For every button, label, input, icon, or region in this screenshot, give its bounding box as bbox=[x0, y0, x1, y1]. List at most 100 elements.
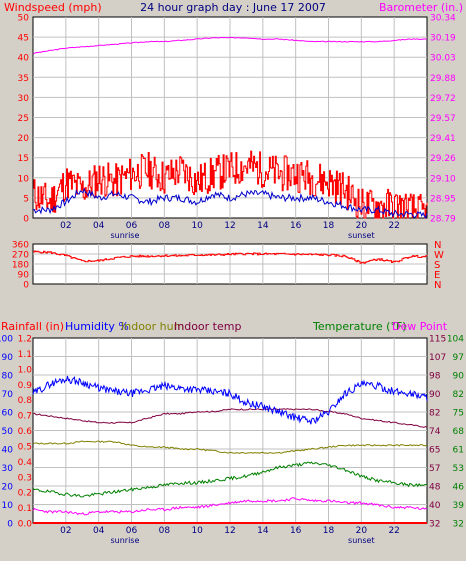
direction-tick-label: 0 bbox=[23, 281, 29, 291]
rainfall-label: Rainfall (in) bbox=[1, 320, 64, 333]
humidity-tick-label: 100 bbox=[0, 335, 13, 345]
dew-point-label: Dew Point bbox=[392, 320, 448, 333]
windspeed-tick-label: 25 bbox=[18, 114, 29, 124]
humidity-line bbox=[32, 375, 428, 425]
humidity-tick-label: 40 bbox=[2, 446, 14, 456]
climate-panel-x-tick-label: 06 bbox=[126, 526, 138, 536]
climate-panel-x-tick-label: 02 bbox=[60, 526, 71, 536]
windspeed-tick-label: 35 bbox=[18, 74, 29, 84]
graph-title: 24 hour graph day : June 17 2007 bbox=[140, 1, 326, 14]
indoor-hum-label: Indoor hum bbox=[121, 320, 184, 333]
windspeed-tick-label: 15 bbox=[18, 154, 29, 164]
rainfall-tick-label: 0.0 bbox=[18, 520, 33, 530]
temperature-tick-label-right: 46 bbox=[453, 483, 465, 493]
temperature-tick-label-right: 104 bbox=[447, 335, 464, 345]
direction-letter: E bbox=[434, 270, 440, 281]
barometer-tick-label: 29.41 bbox=[430, 134, 456, 144]
wind-panel-x-tick-label: 16 bbox=[290, 221, 302, 231]
wind-panel-x-tick-label: 20 bbox=[356, 221, 368, 231]
rainfall-tick-label: 0.4 bbox=[18, 458, 33, 468]
wind-panel-x-tick-label: 14 bbox=[257, 221, 269, 231]
climate-panel-x-tick-label: 10 bbox=[191, 526, 203, 536]
wind-panel-x-tick-label: 02 bbox=[60, 221, 71, 231]
climate-panel-x-tick-label: 22 bbox=[388, 526, 399, 536]
climate-panel-x-tick-label: 18 bbox=[323, 526, 335, 536]
temperature-tick-label-right: 82 bbox=[453, 390, 464, 400]
barometer-tick-label: 29.26 bbox=[430, 154, 456, 164]
windspeed-tick-label: 45 bbox=[18, 34, 29, 44]
temperature-tick-label-left: 107 bbox=[429, 353, 446, 363]
wind-gust-line bbox=[33, 150, 428, 219]
temperature-tick-label-right: 39 bbox=[453, 501, 465, 511]
humidity-tick-label: 30 bbox=[2, 464, 14, 474]
rainfall-tick-label: 0.6 bbox=[18, 427, 33, 437]
climate-panel-x-tick-label: 14 bbox=[257, 526, 269, 536]
wind-panel-x-tick-label: 18 bbox=[323, 221, 335, 231]
wind-panel-x-tick-label: 10 bbox=[191, 221, 203, 231]
rainfall-tick-label: 0.7 bbox=[18, 412, 32, 422]
barometer-tick-label: 28.95 bbox=[430, 194, 456, 204]
windspeed-label: Windspeed (mph) bbox=[4, 1, 102, 14]
humidity-tick-label: 60 bbox=[2, 409, 14, 419]
temperature-tick-label-left: 82 bbox=[429, 409, 440, 419]
humidity-label: Humidity % bbox=[65, 320, 129, 333]
indoor-temp-label: Indoor temp bbox=[174, 320, 241, 333]
barometer-tick-label: 29.10 bbox=[430, 174, 456, 184]
temperature-tick-label-right: 90 bbox=[453, 372, 465, 382]
rainfall-tick-label: 1.2 bbox=[18, 335, 32, 345]
temperature-tick-label-left: 32 bbox=[429, 520, 440, 530]
barometer-label: Barometer (in.) bbox=[379, 1, 463, 14]
climate-panel-sunset-label: sunset bbox=[348, 536, 375, 545]
humidity-tick-label: 90 bbox=[2, 353, 14, 363]
indoor-humidity-line bbox=[32, 440, 428, 454]
windspeed-tick-label: 50 bbox=[18, 14, 30, 24]
humidity-tick-label: 10 bbox=[2, 501, 14, 511]
barometer-tick-label: 30.03 bbox=[430, 54, 456, 64]
windspeed-tick-label: 40 bbox=[18, 54, 30, 64]
climate-panel-sunrise-label: sunrise bbox=[110, 536, 139, 545]
wind-panel-x-tick-label: 22 bbox=[388, 221, 399, 231]
humidity-tick-label: 70 bbox=[2, 390, 14, 400]
rainfall-tick-label: 0.8 bbox=[18, 396, 33, 406]
temperature-tick-label-right: 75 bbox=[453, 409, 464, 419]
temperature-tick-label-left: 48 bbox=[429, 483, 441, 493]
humidity-tick-label: 0 bbox=[7, 520, 13, 530]
temperature-tick-label-right: 32 bbox=[453, 520, 464, 530]
barometer-tick-label: 29.57 bbox=[430, 114, 456, 124]
barometer-tick-label: 29.88 bbox=[430, 74, 456, 84]
rainfall-tick-label: 0.2 bbox=[18, 489, 32, 499]
wind-panel-sunrise-label: sunrise bbox=[110, 231, 139, 240]
climate-panel-x-tick-label: 12 bbox=[224, 526, 235, 536]
humidity-tick-label: 50 bbox=[2, 427, 14, 437]
direction-letter: N bbox=[434, 240, 441, 251]
temperature-tick-label-left: 115 bbox=[429, 335, 446, 345]
temperature-tick-label-right: 68 bbox=[453, 427, 465, 437]
temperature-tick-label-left: 65 bbox=[429, 446, 440, 456]
rainfall-tick-label: 0.5 bbox=[18, 442, 32, 452]
climate-panel-x-tick-label: 04 bbox=[93, 526, 105, 536]
temperature-label: Temperature (°F) bbox=[312, 320, 407, 333]
direction-tick-label: 360 bbox=[12, 241, 29, 251]
wind-panel-x-tick-label: 06 bbox=[126, 221, 138, 231]
rainfall-tick-label: 1.1 bbox=[18, 350, 32, 360]
rainfall-tick-label: 0.9 bbox=[18, 381, 33, 391]
barometer-tick-label: 30.34 bbox=[430, 14, 456, 24]
temperature-tick-label-left: 40 bbox=[429, 501, 441, 511]
direction-tick-label: 90 bbox=[18, 271, 30, 281]
temperature-line bbox=[32, 461, 428, 498]
indoor-temperature-line bbox=[32, 408, 428, 428]
temperature-tick-label-right: 53 bbox=[453, 464, 464, 474]
humidity-tick-label: 80 bbox=[2, 372, 14, 382]
rainfall-tick-label: 0.3 bbox=[18, 473, 32, 483]
direction-tick-label: 180 bbox=[12, 261, 29, 271]
windspeed-tick-label: 5 bbox=[23, 194, 29, 204]
temperature-tick-label-left: 57 bbox=[429, 464, 440, 474]
barometer-tick-label: 28.79 bbox=[430, 215, 456, 225]
barometer-line bbox=[32, 36, 428, 54]
direction-tick-label: 270 bbox=[12, 251, 29, 261]
wind-panel-sunset-label: sunset bbox=[348, 231, 375, 240]
wind-direction-line bbox=[33, 250, 428, 264]
direction-letter: S bbox=[434, 260, 440, 271]
rainfall-tick-label: 0.1 bbox=[18, 504, 32, 514]
